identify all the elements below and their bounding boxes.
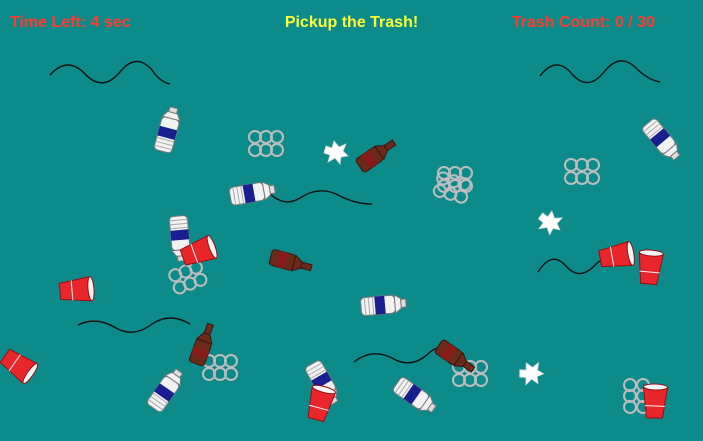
time-left-label: Time Left:: [10, 14, 87, 31]
red-cup[interactable]: [636, 248, 665, 286]
string-trash[interactable]: [49, 60, 171, 85]
trash-count-label: Trash Count:: [511, 14, 611, 31]
trash-count-display: Trash Count: 0 / 30: [511, 14, 655, 31]
beer-bottle[interactable]: [433, 338, 479, 377]
string-trash[interactable]: [267, 190, 373, 205]
water-bottle[interactable]: [359, 293, 408, 317]
water-bottle[interactable]: [145, 365, 188, 414]
red-cup[interactable]: [597, 240, 637, 272]
paper-scrap[interactable]: [323, 140, 349, 165]
trash-count-value: 0: [614, 14, 624, 31]
six-pack-rings[interactable]: [248, 130, 284, 157]
water-bottle[interactable]: [391, 375, 440, 418]
time-left-value: 4: [90, 14, 100, 31]
string-trash[interactable]: [77, 317, 191, 333]
trash-count-total: 30: [637, 14, 655, 31]
beer-bottle[interactable]: [268, 248, 314, 276]
string-trash[interactable]: [539, 60, 661, 84]
water-bottle[interactable]: [153, 104, 184, 155]
paper-scrap[interactable]: [534, 207, 566, 238]
six-pack-rings[interactable]: [166, 258, 210, 297]
paper-scrap[interactable]: [516, 358, 547, 389]
red-cup[interactable]: [641, 383, 669, 419]
water-bottle[interactable]: [640, 116, 685, 164]
water-bottle[interactable]: [228, 179, 277, 207]
six-pack-rings[interactable]: [564, 158, 600, 185]
beer-bottle[interactable]: [354, 135, 400, 174]
time-left-unit: sec: [103, 14, 131, 31]
red-cup[interactable]: [303, 383, 337, 424]
red-cup[interactable]: [58, 275, 96, 304]
game-title: Pickup the Trash!: [284, 14, 419, 31]
red-cup[interactable]: [0, 345, 41, 386]
time-left-display: Time Left: 4 sec: [10, 14, 131, 32]
six-pack-rings[interactable]: [202, 354, 238, 381]
